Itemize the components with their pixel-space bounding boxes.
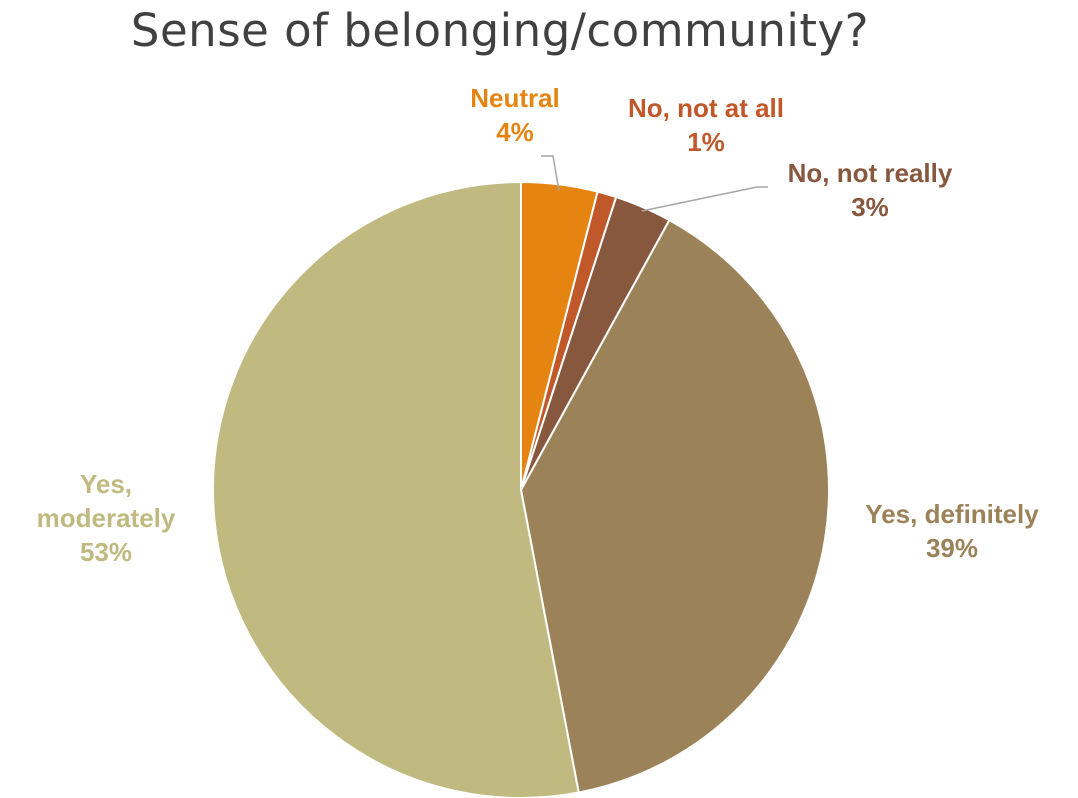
data-label-value-neutral: 4% [496, 117, 534, 147]
data-label-name-yes-definitely: Yes, definitely [865, 499, 1039, 529]
data-label-value-no-not-really: 3% [851, 192, 889, 222]
pie-slice-yes-definitely [519, 218, 830, 794]
data-label-name-neutral: Neutral [470, 83, 560, 113]
data-label-yes-definitely: Yes, definitely 39% [865, 499, 1039, 563]
data-label-no-not-at-all: No, not at all 1% [628, 93, 784, 157]
chart-title: Sense of belonging/community? [130, 4, 870, 57]
data-label-name-yes-moderately: moderately [37, 503, 176, 533]
data-label-value-no-not-at-all: 1% [687, 127, 725, 157]
leader-line-no-not-really [641, 186, 768, 212]
data-label-neutral: Neutral 4% [470, 83, 560, 147]
pie-slices [212, 180, 830, 798]
data-label-no-not-really: No, not really 3% [788, 158, 953, 222]
data-label-name-no-not-really: No, not really [788, 158, 953, 188]
data-label-yes-moderately: Yes, moderately 53% [37, 469, 176, 567]
data-label-value-yes-moderately: 53% [80, 537, 132, 567]
leader-lines [541, 155, 768, 212]
data-labels: Neutral 4% No, not at all 1% No, not really 3… [37, 83, 1040, 567]
data-label-name-yes-moderately: Yes, [80, 469, 132, 499]
data-label-value-yes-definitely: 39% [926, 533, 978, 563]
leader-line-neutral [541, 155, 560, 191]
data-label-name-no-not-at-all: No, not at all [628, 93, 784, 123]
pie-slice-yes-moderately [212, 180, 580, 798]
